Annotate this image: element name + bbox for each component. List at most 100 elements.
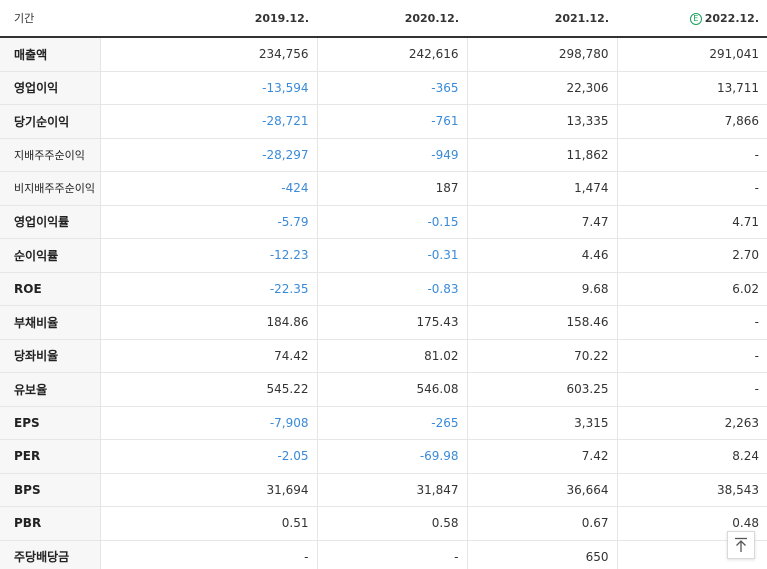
table-cell: -5.79 (99, 204, 317, 239)
table-cell: 31,847 (316, 473, 467, 507)
table-cell: - (616, 171, 767, 206)
table-cell: - (99, 539, 317, 569)
table-cell: 187 (316, 171, 467, 206)
table-cell: 2,263 (616, 405, 767, 440)
table-row-reserve-ratio: 유보율 545.22 546.08 603.25 - (0, 372, 767, 407)
table-cell: -0.83 (316, 272, 467, 306)
table-cell: 4.71 (616, 204, 767, 239)
table-cell: -761 (316, 104, 467, 139)
row-label: EPS (0, 405, 100, 440)
table-cell: 11,862 (466, 138, 617, 172)
table-cell: 546.08 (316, 372, 467, 407)
row-label: 영업이익 (0, 71, 100, 105)
table-cell: 6.02 (616, 272, 767, 306)
table-cell: -424 (99, 171, 317, 206)
table-cell: 31,694 (99, 473, 317, 507)
table-cell: 7.42 (466, 439, 617, 474)
table-cell: -69.98 (316, 439, 467, 474)
table-cell: 298,780 (466, 37, 617, 72)
table-cell: 22,306 (466, 71, 617, 105)
table-row-dividend-per-share: 주당배당금 - - 650 (0, 539, 767, 569)
table-row-net-income: 당기순이익 -28,721 -761 13,335 7,866 (0, 104, 767, 139)
table-cell: -28,297 (99, 138, 317, 172)
table-cell: -0.31 (316, 238, 467, 273)
row-label: PBR (0, 506, 100, 541)
table-cell: 0.67 (466, 506, 617, 541)
table-cell: 4.46 (466, 238, 617, 273)
table-cell: 2.70 (616, 238, 767, 273)
table-cell: - (616, 305, 767, 340)
row-label: 매출액 (0, 37, 100, 72)
row-label: 순이익률 (0, 238, 100, 273)
row-label: 당좌비율 (0, 339, 100, 373)
table-cell: -22.35 (99, 272, 317, 306)
row-label: BPS (0, 473, 100, 507)
scroll-to-top-button[interactable] (727, 531, 755, 559)
table-cell: 0.51 (99, 506, 317, 541)
table-cell: -949 (316, 138, 467, 172)
row-label: 유보율 (0, 372, 100, 407)
table-cell: 158.46 (466, 305, 617, 340)
table-cell: - (616, 138, 767, 172)
table-row-quick-ratio: 당좌비율 74.42 81.02 70.22 - (0, 339, 767, 373)
period-header-2020: 2020.12. (317, 0, 467, 38)
table-cell: -2.05 (99, 439, 317, 474)
table-cell: 291,041 (616, 37, 767, 72)
period-header-2022-text: 2022.12. (704, 11, 759, 25)
table-row-controlling-net-income: 지배주주순이익 -28,297 -949 11,862 - (0, 138, 767, 172)
table-cell: -28,721 (99, 104, 317, 139)
table-cell: 603.25 (466, 372, 617, 407)
table-cell: 70.22 (466, 339, 617, 373)
table-cell: 38,543 (616, 473, 767, 507)
table-row-operating-margin: 영업이익률 -5.79 -0.15 7.47 4.71 (0, 204, 767, 239)
table-cell: -0.15 (316, 204, 467, 239)
table-row-revenue: 매출액 234,756 242,616 298,780 291,041 (0, 37, 767, 72)
row-label: 주당배당금 (0, 539, 100, 569)
table-row-bps: BPS 31,694 31,847 36,664 38,543 (0, 473, 767, 507)
table-cell: 0.58 (316, 506, 467, 541)
table-cell: - (616, 339, 767, 373)
estimate-badge-icon: E (689, 12, 702, 25)
table-cell: -12.23 (99, 238, 317, 273)
table-row-per: PER -2.05 -69.98 7.42 8.24 (0, 439, 767, 474)
table-cell: 650 (466, 539, 617, 569)
table-cell: 81.02 (316, 339, 467, 373)
table-row-operating-income: 영업이익 -13,594 -365 22,306 13,711 (0, 71, 767, 105)
period-header-2022: E 2022.12. (617, 0, 767, 38)
table-cell: 242,616 (316, 37, 467, 72)
table-cell: 1,474 (466, 171, 617, 206)
row-label: 지배주주순이익 (0, 138, 100, 172)
row-label: 당기순이익 (0, 104, 100, 139)
period-header-2019: 2019.12. (100, 0, 317, 38)
table-cell: 234,756 (99, 37, 317, 72)
row-label: PER (0, 439, 100, 474)
row-label: 부채비율 (0, 305, 100, 340)
table-cell: 36,664 (466, 473, 617, 507)
table-cell: -7,908 (99, 405, 317, 440)
row-label: ROE (0, 272, 100, 306)
table-row-net-margin: 순이익률 -12.23 -0.31 4.46 2.70 (0, 238, 767, 273)
table-cell: -365 (316, 71, 467, 105)
table-cell: 7,866 (616, 104, 767, 139)
table-cell: 3,315 (466, 405, 617, 440)
table-row-debt-ratio: 부채비율 184.86 175.43 158.46 - (0, 305, 767, 340)
table-cell: -13,594 (99, 71, 317, 105)
period-label-header: 기간 (0, 0, 100, 38)
table-cell: 74.42 (99, 339, 317, 373)
table-row-eps: EPS -7,908 -265 3,315 2,263 (0, 405, 767, 440)
table-cell: 13,335 (466, 104, 617, 139)
header-row: 기간 2019.12. 2020.12. 2021.12. E 2022.12. (0, 0, 767, 38)
table-cell: 8.24 (616, 439, 767, 474)
table-cell: 184.86 (99, 305, 317, 340)
table-row-noncontrolling-net-income: 비지배주주순이익 -424 187 1,474 - (0, 171, 767, 206)
table-cell: 13,711 (616, 71, 767, 105)
table-row-pbr: PBR 0.51 0.58 0.67 0.48 (0, 506, 767, 541)
table-row-roe: ROE -22.35 -0.83 9.68 6.02 (0, 272, 767, 306)
table-cell: - (616, 372, 767, 407)
row-label: 영업이익률 (0, 204, 100, 239)
table-cell: 175.43 (316, 305, 467, 340)
period-header-2021: 2021.12. (467, 0, 617, 38)
row-label: 비지배주주순이익 (0, 171, 100, 206)
